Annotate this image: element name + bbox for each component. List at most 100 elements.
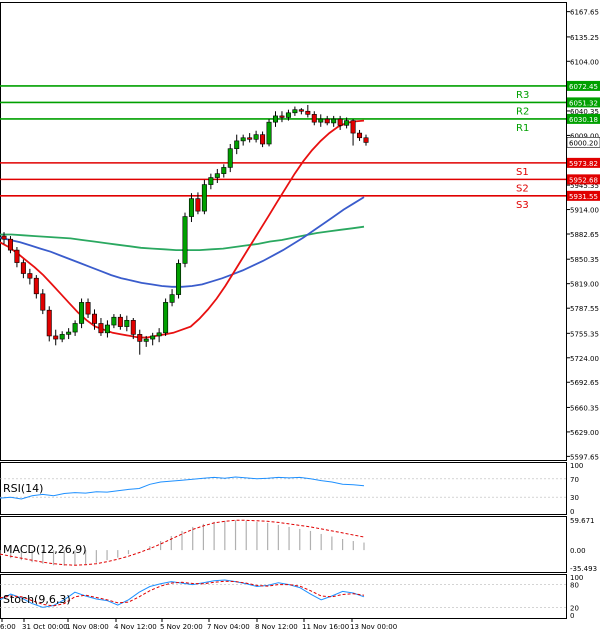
x-tick-label: 5 Nov 20:00 [160, 623, 203, 631]
candle-body [253, 134, 259, 140]
candle-body [111, 316, 117, 326]
ma-short-line [0, 119, 365, 339]
candle-body [163, 302, 169, 334]
level-price-box [567, 97, 600, 108]
panel-frame-0 [0, 2, 567, 461]
stoch-k-line [0, 579, 365, 608]
candle-body [337, 118, 343, 126]
candle-body [72, 323, 78, 333]
x-tick-label: 1 Nov 08:00 [66, 623, 109, 631]
candle-body [363, 137, 369, 143]
candle-body [130, 320, 136, 335]
stoch-tick-label: 80 [570, 582, 579, 590]
rsi-line [0, 476, 365, 500]
price-tick-label: 5755.35 [570, 330, 599, 338]
price-tick-label: 6104.00 [570, 58, 599, 66]
current-price-box [566, 136, 600, 148]
candle-body [59, 334, 65, 340]
candle-body [98, 323, 104, 334]
rsi-tick-label: 100 [570, 462, 583, 470]
price-tick-label: 6009.00 [570, 132, 599, 140]
candle-body [124, 320, 130, 327]
x-tick-label: 13 Nov 00:00 [350, 623, 397, 631]
x-tick-label: 6:00 [0, 623, 16, 631]
price-tick-label: 5787.55 [570, 305, 599, 313]
macd-tick-label: 0.00 [570, 547, 586, 555]
stoch-title: Stoch(9,6,3) [3, 593, 71, 606]
price-tick-label: 6040.35 [570, 108, 599, 116]
candle-body [298, 109, 304, 112]
candle-body [208, 177, 214, 185]
panel-frame-3 [0, 574, 567, 619]
price-tick-label: 5945.35 [570, 182, 599, 190]
candle-body [285, 112, 291, 118]
candle-body [92, 313, 98, 324]
candle-body [66, 331, 72, 335]
candle-body [150, 335, 156, 340]
candle-body [234, 140, 240, 149]
price-tick-label: 5692.65 [570, 379, 599, 387]
candle-body [27, 273, 33, 279]
price-tick-label: 5882.65 [570, 231, 599, 239]
price-tick-label: 5597.65 [570, 453, 599, 461]
level-label-r3: R3 [516, 90, 529, 101]
price-tick-label: 5850.35 [570, 256, 599, 264]
candle-body [33, 277, 39, 295]
price-tick-label: 6167.65 [570, 9, 599, 17]
level-label-s3: S3 [516, 200, 529, 211]
candle-body [331, 118, 337, 124]
candle-body [324, 118, 330, 124]
x-tick-label: 31 Oct 00:00 [22, 623, 68, 631]
macd-signal-line [0, 519, 365, 566]
level-label-r2: R2 [516, 106, 529, 117]
level-label-s2: S2 [516, 183, 529, 194]
candle-body [176, 263, 182, 295]
candle-body [14, 249, 20, 263]
candle-body [344, 120, 350, 126]
price-tick-label: 5724.00 [570, 355, 599, 363]
x-tick-label: 8 Nov 12:00 [255, 623, 298, 631]
candle-body [143, 338, 149, 342]
level-price-label: 5952.68 [569, 176, 598, 184]
rsi-tick-label: 0 [570, 508, 574, 516]
stoch-tick-label: 20 [570, 604, 579, 612]
stoch-d-line [0, 580, 365, 607]
candle-body [266, 121, 272, 145]
candle-body [156, 332, 162, 337]
stoch-tick-label: 100 [570, 574, 583, 582]
level-price-label: 6051.32 [569, 99, 598, 107]
candle-body [117, 316, 123, 327]
x-tick-label: 7 Nov 04:00 [207, 623, 250, 631]
level-price-label: 6072.45 [569, 83, 598, 91]
candle-body [279, 115, 285, 118]
rsi-tick-label: 30 [570, 494, 579, 502]
candle-body [7, 238, 13, 251]
price-tick-label: 5914.00 [570, 207, 599, 215]
rsi-title: RSI(14) [3, 482, 43, 495]
x-tick-label: 11 Nov 16:00 [302, 623, 349, 631]
level-price-box [567, 174, 600, 185]
panel-frame-2 [0, 516, 567, 573]
candle-body [137, 334, 143, 342]
stoch-tick-label: 0 [570, 612, 574, 620]
ma-mid-line [0, 196, 365, 288]
candle-body [182, 216, 188, 264]
level-price-box [567, 113, 600, 124]
ma-long-line [0, 225, 365, 251]
candle-body [247, 137, 253, 140]
candle-body [240, 137, 246, 142]
candle-body [227, 148, 233, 168]
level-price-box [567, 157, 600, 168]
candle-body [292, 109, 298, 114]
macd-tick-label: 59.671 [570, 517, 595, 525]
candle-body [195, 198, 201, 212]
level-label-r1: R1 [516, 123, 529, 134]
candle-body [214, 173, 220, 178]
current-price-label: 6000.20 [569, 139, 598, 147]
candle-body [79, 302, 85, 324]
candle-body [169, 294, 175, 303]
candle-body [201, 184, 207, 212]
price-tick-label: 5660.35 [570, 404, 599, 412]
candle-body [46, 309, 52, 337]
